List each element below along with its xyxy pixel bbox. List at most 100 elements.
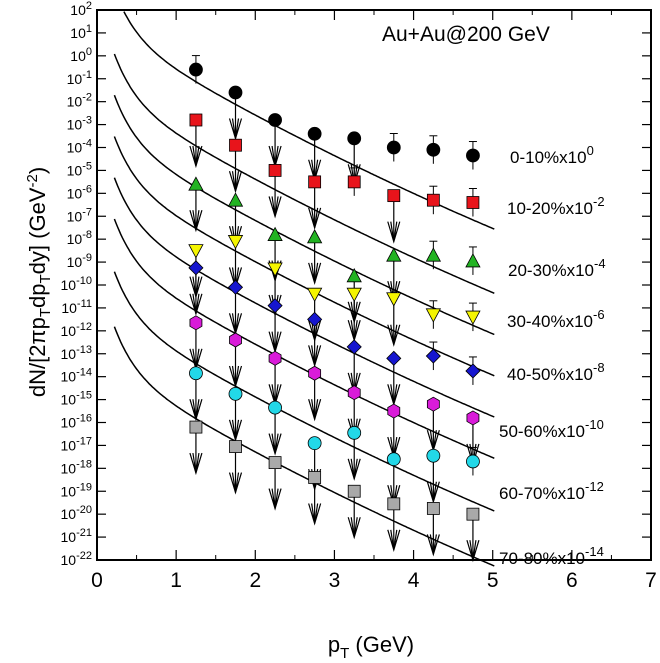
data-point-0-10% (466, 148, 480, 163)
upper-limit-arrowhead (426, 481, 440, 504)
y-tick-label: 102 (70, 0, 92, 18)
data-point-0-10% (426, 142, 441, 157)
x-tick-label: 1 (170, 569, 182, 592)
data-point-10-20% (229, 138, 242, 152)
data-point-0-10% (189, 62, 203, 77)
data-point-20-30% (188, 176, 204, 191)
data-point-10-20% (268, 164, 282, 177)
upper-limit-arrowhead (268, 196, 282, 219)
y-tick-label: 10-21 (61, 527, 92, 545)
y-tick-label: 10-13 (61, 344, 92, 362)
axis-ticks: 10210110010-110-210-310-410-510-610-710-… (61, 0, 657, 592)
y-tick-label: 10-4 (67, 138, 92, 156)
data-point-40-50% (386, 350, 402, 366)
data-point-50-60% (268, 350, 282, 366)
data-point-40-50% (346, 339, 362, 355)
series-label-20-30%: 20-30%x10-4 (508, 256, 606, 280)
x-tick-label: 6 (566, 569, 578, 592)
x-tick-label: 4 (408, 569, 420, 592)
y-tick-label: 10-11 (61, 298, 92, 316)
data-point-10-20% (387, 189, 401, 203)
data-point-40-50% (465, 363, 481, 379)
upper-limit-arrowhead (268, 488, 282, 511)
upper-limit-arrowhead (228, 171, 243, 194)
upper-limit-arrowhead (308, 503, 322, 526)
upper-limit-arrowhead (228, 472, 243, 495)
data-point-50-60% (308, 365, 322, 381)
data-point-40-50% (425, 348, 441, 364)
y-tick-label: 10-17 (61, 435, 92, 453)
data-point-40-50% (307, 311, 323, 327)
fit-curve-40-50% (113, 177, 495, 418)
data-point-30-40% (267, 262, 283, 277)
upper-limit-arrowhead (387, 529, 401, 552)
data-point-50-60% (426, 396, 440, 412)
y-tick-label: 10-10 (61, 275, 92, 293)
data-point-40-50% (227, 279, 244, 295)
y-tick-label: 10-14 (61, 367, 92, 385)
upper-limit-arrowhead (347, 458, 361, 481)
data-point-20-30% (425, 247, 442, 262)
data-point-60-70% (466, 454, 480, 469)
y-tick-label: 10-3 (67, 115, 92, 133)
data-point-30-40% (306, 287, 323, 303)
x-tick-label: 0 (91, 569, 103, 592)
upper-limit-arrowhead (268, 433, 282, 456)
data-point-20-30% (465, 253, 481, 268)
data-point-0-10% (386, 140, 401, 155)
data-point-60-70% (189, 366, 203, 381)
series-label-0-10%: 0-10%x100 (510, 143, 594, 167)
data-point-10-20% (426, 193, 440, 207)
x-tick-label: 2 (249, 569, 261, 592)
data-point-20-30% (306, 229, 323, 244)
data-point-60-70% (268, 400, 282, 415)
data-point-0-10% (347, 131, 362, 146)
upper-limit-arrowhead (228, 118, 243, 141)
data-markers (188, 55, 481, 563)
data-point-10-20% (466, 196, 480, 209)
y-tick-label: 10-12 (61, 321, 92, 339)
data-point-60-70% (307, 436, 322, 451)
data-point-50-60% (347, 385, 361, 401)
data-point-30-40% (188, 244, 204, 259)
data-point-10-20% (347, 175, 361, 189)
upper-limit-arrowhead (387, 324, 401, 347)
y-tick-label: 10-2 (67, 92, 92, 110)
upper-limit-arrowhead (426, 534, 440, 557)
data-point-0-10% (307, 126, 322, 141)
upper-limit-arrowhead (189, 145, 203, 169)
y-tick-label: 10-6 (67, 183, 92, 201)
upper-limit-arrowhead (189, 293, 203, 316)
fit-curve-30-40% (113, 136, 495, 377)
data-point-20-30% (227, 192, 244, 207)
y-axis-title: dN/[2πpTdpTdy] (GeV-2) (24, 167, 54, 397)
upper-limit-arrowhead (387, 221, 401, 244)
upper-limit-arrowhead (189, 209, 203, 233)
upper-limit-arrowhead (347, 517, 361, 540)
upper-limit-arrowhead (308, 207, 322, 230)
x-axis-title: pT (GeV) (328, 632, 414, 662)
data-point-60-70% (347, 425, 362, 440)
fit-curves (113, 11, 495, 567)
data-point-20-30% (346, 267, 362, 283)
series-label-70-80%: 70-80%x10-14 (499, 544, 604, 568)
upper-limit-arrowhead (228, 365, 243, 389)
data-point-60-70% (386, 452, 401, 467)
data-point-70-80% (308, 471, 322, 484)
x-tick-label: 5 (487, 569, 499, 592)
series-labels: 0-10%x100 10-20%x10-2 20-30%x10-4 30-40%x10… (499, 143, 606, 568)
data-point-70-80% (426, 502, 440, 515)
y-tick-label: 10-22 (61, 550, 92, 568)
y-tick-label: 10-1 (67, 69, 92, 87)
data-point-70-80% (387, 497, 401, 511)
data-point-10-20% (189, 113, 203, 127)
data-point-40-50% (267, 298, 283, 314)
data-point-30-40% (386, 292, 402, 307)
data-point-10-20% (308, 175, 322, 189)
upper-limit-arrowhead (308, 345, 322, 368)
y-tick-label: 10-9 (67, 252, 92, 270)
data-point-0-10% (228, 85, 243, 100)
data-point-70-80% (229, 440, 242, 453)
y-tick-label: 10-8 (67, 229, 92, 247)
